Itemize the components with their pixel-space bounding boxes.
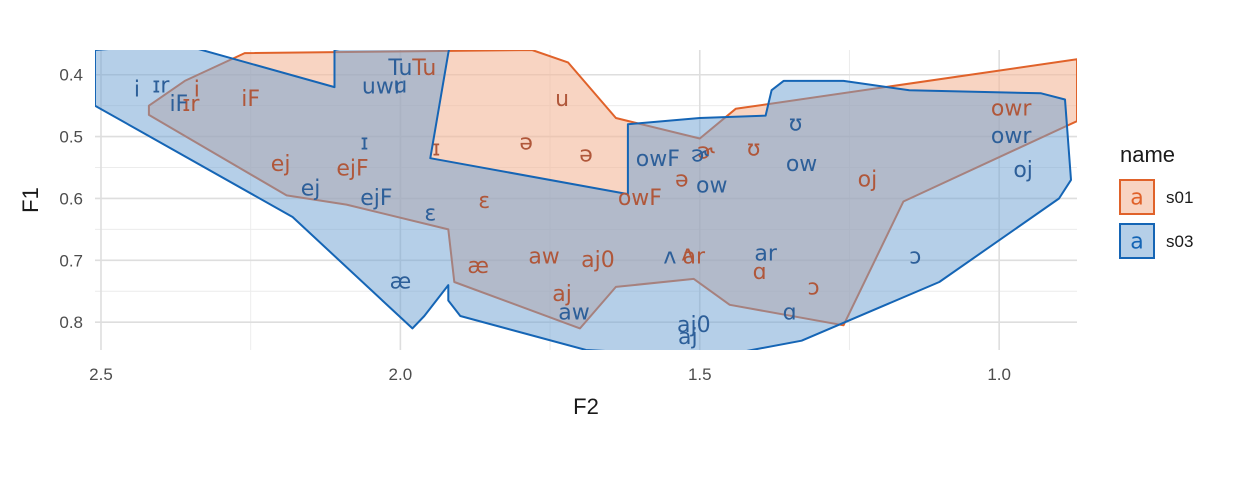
vowel-label-s03: ɛ [424, 201, 436, 226]
vowel-label-s03: æ [390, 269, 412, 294]
vowel-label-s03: aw [558, 300, 589, 325]
x-tick-label: 1.5 [688, 365, 712, 384]
vowel-label-s01: ɪ [432, 136, 440, 161]
vowel-label-s01: ʌ [681, 242, 694, 267]
legend-key-s03 [1119, 223, 1155, 259]
vowel-label-s01: i [194, 78, 200, 103]
legend-label-s03: s03 [1166, 232, 1193, 251]
y-tick-label: 0.7 [59, 251, 83, 270]
vowel-label-s03: ar [754, 242, 777, 267]
y-axis-title: F1 [18, 187, 43, 213]
vowel-label-s03: ʊ [789, 112, 803, 137]
y-tick-label: 0.6 [59, 189, 83, 208]
x-tick-label: 2.0 [389, 365, 413, 384]
legend: name a s01 a s03 [1119, 142, 1193, 259]
vowel-label-s03: ɑ [783, 300, 797, 325]
vowel-label-s01: ejF [336, 156, 368, 181]
y-tick-label: 0.8 [59, 313, 83, 332]
vowel-label-s01: ɑ [753, 260, 767, 285]
vowel-label-s01: ej [271, 152, 291, 177]
y-tick-label: 0.5 [59, 128, 83, 147]
vowel-label-s01: owr [991, 96, 1032, 121]
x-tick-label: 1.0 [987, 365, 1011, 384]
vowel-label-s01: ə [675, 167, 689, 192]
y-axis-ticks: 0.4 0.5 0.6 0.7 0.8 [59, 66, 83, 332]
vowel-label-s01: ɛ [478, 189, 490, 214]
vowel-label-s01: aj [552, 282, 572, 307]
vowel-label-s01: ɚ [697, 140, 715, 165]
vowel-label-s03: uwr [362, 75, 404, 100]
vowel-label-s03: ɔ [909, 245, 921, 270]
vowel-label-s03: Tu [387, 56, 412, 81]
vowel-label-s03: ɪ [360, 130, 368, 155]
legend-key-glyph: a [1130, 230, 1143, 255]
x-axis-title: F2 [573, 394, 599, 419]
vowel-label-s01: ə [519, 130, 533, 155]
vowel-label-s03: u [393, 73, 407, 98]
x-tick-label: 2.5 [89, 365, 113, 384]
vowel-label-s01: ɪr [182, 92, 200, 117]
vowel-label-s03: aj0 [677, 313, 711, 338]
vowel-label-s03: owr [991, 124, 1032, 149]
vowel-label-s01: Tu [411, 56, 436, 81]
vowel-label-s01: ɔ [807, 276, 819, 301]
vowel-label-s01: ə [579, 143, 593, 168]
vowel-label-s03: iF [169, 92, 188, 117]
legend-label-s01: s01 [1166, 188, 1193, 207]
vowel-label-s03: oj [1013, 158, 1033, 183]
vowel-label-s03: ej [301, 177, 321, 202]
hull-s03 [95, 50, 1072, 350]
vowel-label-s03: owF [636, 147, 680, 172]
x-axis-ticks: 2.5 2.0 1.5 1.0 [89, 365, 1011, 384]
vowel-label-s01: æ [467, 254, 489, 279]
hull-polygons [95, 50, 1077, 350]
vowel-label-s03: ɪr [152, 73, 170, 98]
vowel-label-s01: aj0 [581, 248, 615, 273]
vowel-label-s01: ʊ [747, 136, 761, 161]
vowel-label-s03: ow [696, 174, 727, 199]
vowel-label-s01: ar [683, 245, 706, 270]
legend-key-glyph: a [1130, 186, 1143, 211]
vowel-label-s03: ɚ [691, 143, 709, 168]
vowel-label-s03: ow [786, 152, 817, 177]
vowel-label-s01: aw [528, 245, 559, 270]
vowel-label-s01: oj [858, 167, 878, 192]
vowel-label-s01: owF [618, 186, 662, 211]
vowel-label-s01: u [555, 87, 569, 112]
y-tick-label: 0.4 [59, 66, 83, 85]
legend-key-s01 [1119, 179, 1155, 215]
vowel-label-s03: aj [678, 325, 698, 350]
vowel-label-s01: iF [241, 87, 260, 112]
vowel-label-s03: ejF [360, 186, 392, 211]
vowel-label-s03: ʌ [663, 245, 676, 270]
legend-title: name [1120, 142, 1175, 167]
vowel-label-s03: i [134, 78, 140, 103]
